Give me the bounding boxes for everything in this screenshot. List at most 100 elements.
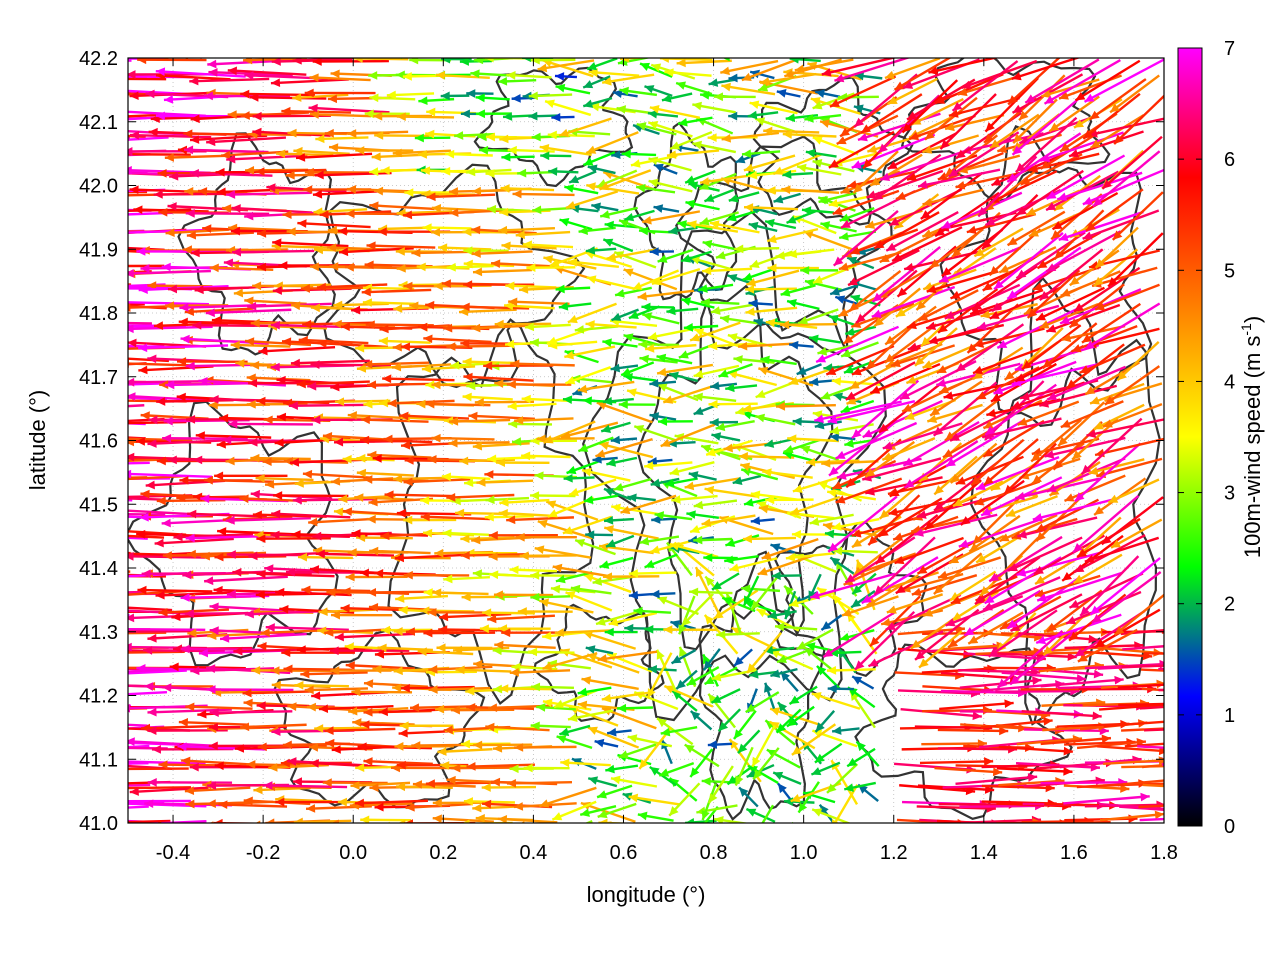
wind-vector <box>577 380 635 394</box>
wind-vector <box>1015 477 1101 501</box>
wind-vector <box>840 399 875 414</box>
wind-vector <box>975 533 1025 564</box>
wind-vector <box>128 799 191 803</box>
x-tick-label: 0.8 <box>700 842 728 864</box>
wind-vector <box>824 529 857 539</box>
wind-vector <box>637 811 674 822</box>
wind-vector <box>765 495 814 505</box>
wind-vector <box>713 815 751 823</box>
wind-vector <box>685 817 717 823</box>
wind-vector <box>846 747 876 768</box>
wind-vector <box>463 372 534 382</box>
wind-vector <box>494 640 556 650</box>
wind-vector <box>678 595 696 635</box>
wind-vector <box>51 224 126 233</box>
wind-vector <box>973 327 1045 348</box>
wind-vector <box>686 510 720 520</box>
wind-vector <box>140 411 209 420</box>
wind-vector <box>1040 675 1124 688</box>
wind-vector <box>219 632 307 643</box>
y-tick-label: 41.3 <box>79 622 118 644</box>
wind-vector <box>733 648 753 667</box>
wind-vector <box>820 614 843 631</box>
wind-vector <box>530 491 576 500</box>
wind-vector <box>809 377 835 387</box>
wind-vector <box>1077 628 1138 663</box>
wind-vector <box>462 357 515 367</box>
wind-vector <box>1017 400 1080 426</box>
wind-vector <box>1042 613 1086 657</box>
wind-vector <box>363 359 430 369</box>
colorbar-tick-label: 4 <box>1224 371 1235 393</box>
wind-vector <box>792 475 842 493</box>
wind-vector <box>603 487 632 501</box>
wind-vector <box>874 514 939 565</box>
wind-vector <box>556 735 593 749</box>
wind-vector <box>684 477 740 491</box>
wind-vector <box>704 666 738 686</box>
wind-vector <box>761 804 775 823</box>
wind-vector <box>128 437 173 442</box>
wind-vector <box>551 800 597 821</box>
wind-vector <box>800 445 840 462</box>
wind-vector <box>362 298 415 307</box>
wind-vector <box>322 431 389 441</box>
wind-vector <box>369 167 417 176</box>
wind-vector <box>903 440 979 489</box>
wind-vector <box>955 773 1038 786</box>
wind-vector <box>668 371 699 383</box>
wind-vector <box>256 569 335 579</box>
wind-vector <box>425 779 496 788</box>
wind-vector <box>509 668 571 677</box>
wind-vector <box>742 534 796 544</box>
wind-vector <box>586 275 636 291</box>
wind-vector <box>128 497 166 501</box>
wind-vector <box>1102 403 1163 428</box>
wind-vector <box>554 628 611 637</box>
wind-vector <box>468 411 535 421</box>
wind-vector <box>405 802 472 812</box>
wind-vector <box>528 647 575 657</box>
wind-vector <box>773 192 801 204</box>
wind-vector <box>670 649 697 665</box>
wind-vector <box>775 708 802 734</box>
wind-vector <box>258 345 336 356</box>
wind-vector <box>1036 571 1122 602</box>
wind-vector <box>814 742 843 764</box>
wind-vector <box>474 397 535 407</box>
wind-vector <box>707 693 736 729</box>
contour-line <box>854 643 1073 820</box>
wind-vector <box>680 593 714 627</box>
wind-vector <box>738 786 759 808</box>
wind-vector <box>565 591 613 612</box>
wind-vector <box>851 379 920 440</box>
wind-vector <box>50 415 128 424</box>
wind-vector <box>260 628 327 637</box>
wind-vector <box>660 423 716 448</box>
wind-vector <box>688 471 717 481</box>
wind-vector <box>330 69 392 79</box>
wind-vector <box>864 476 943 496</box>
wind-vector <box>354 493 414 502</box>
wind-vector <box>841 595 899 617</box>
wind-vector <box>666 149 720 159</box>
wind-vector <box>128 552 206 561</box>
wind-vector <box>574 538 616 556</box>
wind-vector <box>811 692 861 710</box>
wind-vector <box>1040 734 1112 746</box>
wind-vector <box>354 798 428 808</box>
wind-vector <box>423 628 496 638</box>
wind-vector <box>1016 551 1104 577</box>
x-tick-label: 0.6 <box>610 842 638 864</box>
y-tick-label: 42.1 <box>79 112 118 134</box>
wind-vector <box>647 327 695 341</box>
wind-vector <box>446 492 515 502</box>
colorbar-tick-label: 6 <box>1224 149 1235 171</box>
wind-vector <box>1102 782 1164 787</box>
wind-vector <box>207 631 269 641</box>
wind-vector <box>1093 403 1145 431</box>
wind-vector <box>599 821 612 823</box>
wind-vector <box>603 572 660 582</box>
wind-vector <box>240 722 307 732</box>
wind-vector <box>496 458 550 467</box>
